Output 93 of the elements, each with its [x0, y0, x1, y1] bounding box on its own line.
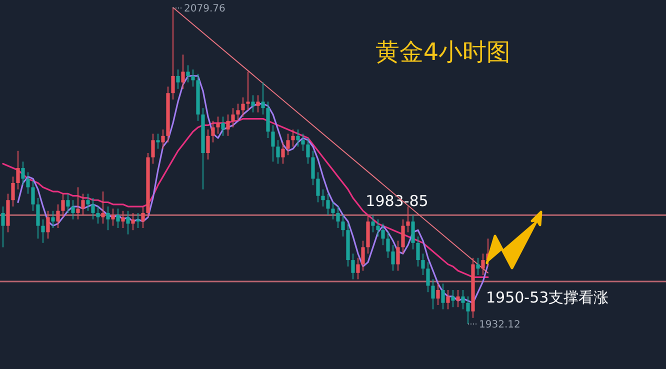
candlestick: [476, 257, 480, 276]
candlestick: [136, 212, 140, 228]
candlestick: [86, 193, 90, 212]
candlestick: [36, 197, 40, 240]
candlestick: [341, 214, 345, 238]
candlestick: [286, 133, 290, 156]
candlestick: [206, 128, 210, 160]
candlestick: [191, 69, 195, 88]
candlestick: [356, 257, 360, 280]
candlestick: [456, 290, 460, 308]
ref-line-label: 1950-53支撑看涨: [486, 288, 609, 306]
candlestick: [416, 236, 420, 267]
candlestick: [431, 278, 435, 310]
candlestick: [176, 69, 180, 90]
candlestick: [26, 172, 30, 194]
candlestick: [446, 290, 450, 310]
candlestick: [386, 232, 390, 258]
candlestick: [81, 193, 85, 216]
candlestick: [156, 133, 160, 150]
candlestick: [316, 172, 320, 203]
candlestick: [441, 283, 445, 310]
candlestick: [401, 218, 405, 254]
text: 黄金4小时图: [375, 38, 511, 66]
candlestick: [236, 103, 240, 122]
candlestick: [186, 64, 190, 83]
candlestick: [466, 296, 470, 324]
candlestick: [51, 210, 55, 228]
candlestick: [306, 138, 310, 164]
candlestick: [391, 244, 395, 272]
candlestick: [481, 253, 485, 276]
candlestick: [291, 128, 295, 148]
candlestick: [411, 214, 415, 250]
candlestick: [461, 290, 465, 310]
candlestick: [56, 204, 60, 228]
candlestick: [151, 133, 155, 164]
candlestick: [376, 218, 380, 238]
candlestick: [266, 101, 270, 139]
candlestick: [141, 206, 145, 228]
annotation: 2079.76: [184, 4, 226, 14]
candlestick: [281, 142, 285, 164]
candlestick: [171, 8, 175, 100]
candlestick: [211, 120, 215, 143]
candlestick: [241, 96, 245, 118]
candlestick: [331, 202, 335, 220]
candlestick: [451, 290, 455, 308]
candlestick: [41, 218, 45, 244]
candlestick: [21, 161, 25, 186]
candlestick: [396, 240, 400, 272]
candlestick: [231, 108, 235, 128]
candlestick: [321, 188, 325, 208]
candlestick: [406, 206, 410, 233]
candlestick: [381, 223, 385, 246]
candlestick: [61, 193, 65, 218]
candlestick: [251, 94, 255, 113]
candlestick: [336, 206, 340, 228]
candlestick: [301, 133, 305, 152]
candlestick: [361, 240, 365, 272]
candlestick: [66, 193, 70, 214]
candlestick: [121, 210, 125, 228]
candlestick: [46, 210, 50, 240]
candlestick: [326, 193, 330, 216]
candlestick: [296, 128, 300, 148]
candlestick: [436, 283, 440, 306]
candlestick: [116, 208, 120, 228]
candlestick: [421, 253, 425, 276]
candlestick: [71, 200, 75, 220]
candlestick: [126, 210, 130, 235]
candlestick: [221, 116, 225, 136]
candlestick: [131, 212, 135, 231]
candlestick: [261, 82, 265, 116]
candlestick: [111, 208, 115, 226]
candlestick: [311, 150, 315, 186]
candlestick: [246, 71, 250, 111]
candlestick: [276, 140, 280, 164]
candlestick: [16, 150, 20, 190]
candlestick: [1, 206, 5, 248]
candlestick: [106, 206, 110, 231]
candlestick: [256, 94, 260, 113]
candlestick: [371, 214, 375, 233]
candlestick: [161, 128, 165, 150]
candlestick: [11, 176, 15, 208]
candlestick: [96, 206, 100, 224]
candlestick: [31, 180, 35, 212]
candlestick: [91, 197, 95, 220]
candlestick: [216, 116, 220, 134]
candlestick: [426, 262, 430, 293]
candlestick: [181, 54, 185, 90]
candlestick: [271, 124, 275, 162]
candlestick: [101, 191, 105, 224]
candlestick: [226, 114, 230, 136]
candlestick: [76, 186, 80, 220]
candlestick: [351, 253, 355, 280]
annotation: 1932.12: [479, 320, 520, 330]
